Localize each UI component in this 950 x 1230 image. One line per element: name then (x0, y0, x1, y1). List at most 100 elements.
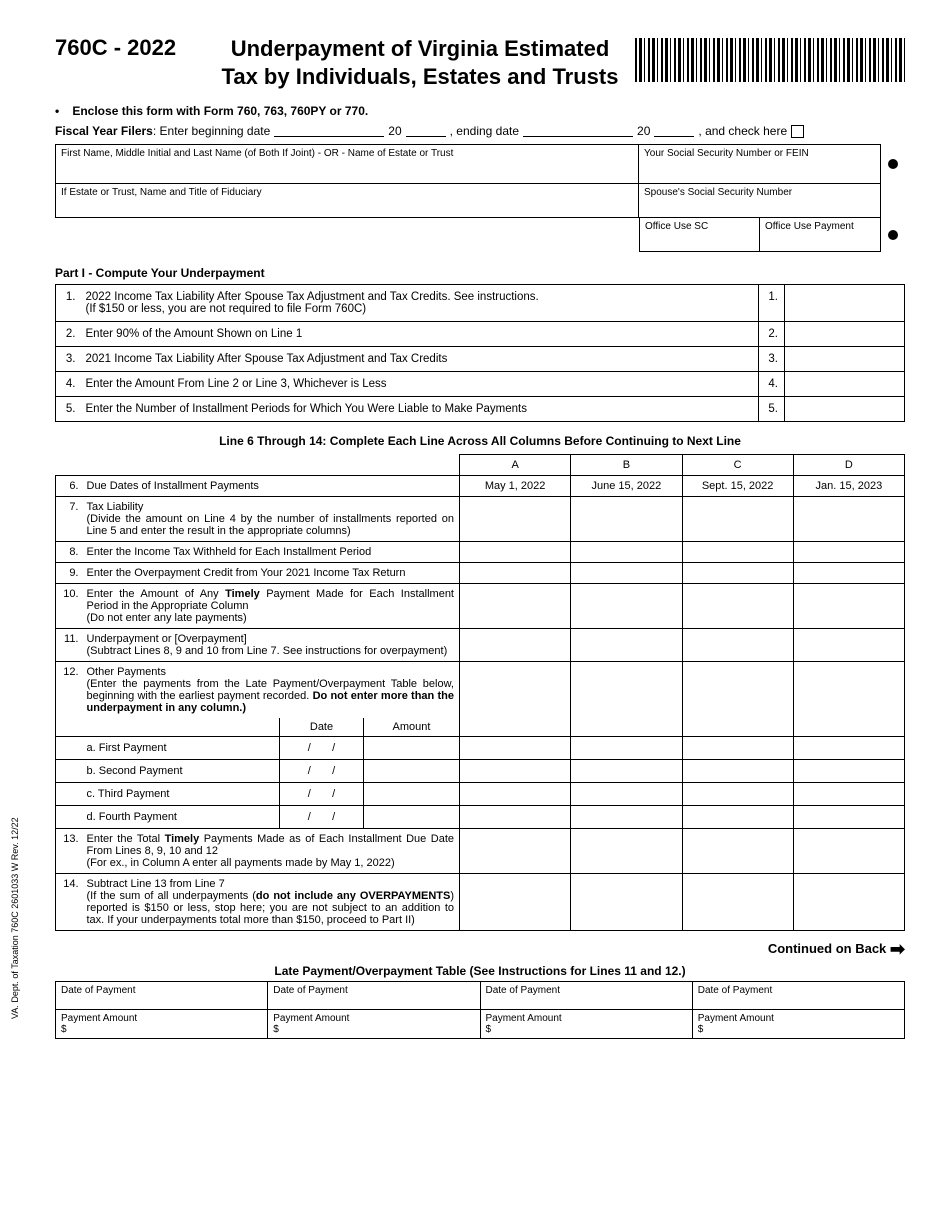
line-num: 11. (56, 629, 82, 662)
line-13-b[interactable] (571, 829, 682, 874)
line-12c-c[interactable] (682, 783, 793, 806)
line-8-c[interactable] (682, 542, 793, 563)
payment-a-date[interactable]: / / (280, 737, 364, 759)
line-10-a[interactable] (460, 584, 571, 629)
begin-date-input[interactable] (274, 125, 384, 137)
late-date-3[interactable]: Date of Payment (480, 982, 692, 1010)
fiscal-checkbox[interactable] (791, 125, 804, 138)
line-4-value[interactable] (785, 372, 905, 397)
line-5-value[interactable] (785, 397, 905, 422)
payment-a-amount[interactable] (364, 737, 460, 759)
line-9-b[interactable] (571, 563, 682, 584)
date-c: Sept. 15, 2022 (682, 476, 793, 497)
line-num: 3. (56, 347, 80, 372)
line-num: 8. (56, 542, 82, 563)
line-13-c[interactable] (682, 829, 793, 874)
line-14-a[interactable] (460, 874, 571, 931)
line-12a-c[interactable] (682, 737, 793, 760)
line-num: 9. (56, 563, 82, 584)
late-amount-2[interactable]: Payment Amount$ (268, 1010, 480, 1039)
late-amount-4[interactable]: Payment Amount$ (692, 1010, 904, 1039)
line-14-b[interactable] (571, 874, 682, 931)
line-12d-c[interactable] (682, 806, 793, 829)
line-12a-d[interactable] (793, 737, 904, 760)
line-9-c[interactable] (682, 563, 793, 584)
line-12a-b[interactable] (571, 737, 682, 760)
begin-year-input[interactable] (406, 125, 446, 137)
part1-table: 1. 2022 Income Tax Liability After Spous… (55, 284, 905, 422)
line-10-b[interactable] (571, 584, 682, 629)
payment-c-date[interactable]: / / (280, 783, 364, 805)
line-1: 1. 2022 Income Tax Liability After Spous… (56, 285, 905, 322)
line-12c: c. Third Payment / / (56, 783, 905, 806)
line-11-a[interactable] (460, 629, 571, 662)
grid-table: A B C D 6. Due Dates of Installment Paym… (55, 454, 905, 931)
line-12c-d[interactable] (793, 783, 904, 806)
line-num: 4. (56, 372, 80, 397)
line-12b-a[interactable] (460, 760, 571, 783)
end-year-input[interactable] (654, 125, 694, 137)
line-rnum: 4. (759, 372, 785, 397)
dot-marker-1 (881, 144, 905, 184)
payment-b-date[interactable]: / / (280, 760, 364, 782)
line-9-d[interactable] (793, 563, 904, 584)
late-date-4[interactable]: Date of Payment (692, 982, 904, 1010)
line-8-b[interactable] (571, 542, 682, 563)
line-7-b[interactable] (571, 497, 682, 542)
late-date-2[interactable]: Date of Payment (268, 982, 480, 1010)
line-3-value[interactable] (785, 347, 905, 372)
line-num: 5. (56, 397, 80, 422)
line-12b-c[interactable] (682, 760, 793, 783)
line-12a-a[interactable] (460, 737, 571, 760)
line-text: Enter the Overpayment Credit from Your 2… (82, 563, 460, 584)
line-12b-d[interactable] (793, 760, 904, 783)
name-field[interactable]: First Name, Middle Initial and Last Name… (55, 144, 639, 184)
fiscal-check-text: , and check here (698, 124, 787, 138)
line-11-d[interactable] (793, 629, 904, 662)
line-12d-d[interactable] (793, 806, 904, 829)
payment-d-date[interactable]: / / (280, 806, 364, 828)
line-9-a[interactable] (460, 563, 571, 584)
line-num: 2. (56, 322, 80, 347)
line-7-d[interactable] (793, 497, 904, 542)
line-7-a[interactable] (460, 497, 571, 542)
late-amount-3[interactable]: Payment Amount$ (480, 1010, 692, 1039)
line-10-d[interactable] (793, 584, 904, 629)
office-payment-field: Office Use Payment (760, 218, 881, 252)
line-11-b[interactable] (571, 629, 682, 662)
line-8-a[interactable] (460, 542, 571, 563)
line-10-c[interactable] (682, 584, 793, 629)
payment-c-amount[interactable] (364, 783, 460, 805)
line-13-d[interactable] (793, 829, 904, 874)
end-date-input[interactable] (523, 125, 633, 137)
late-date-1[interactable]: Date of Payment (56, 982, 268, 1010)
line-14-d[interactable] (793, 874, 904, 931)
line-14-c[interactable] (682, 874, 793, 931)
arrow-right-icon: ➡ (890, 939, 905, 959)
late-amount-1[interactable]: Payment Amount$ (56, 1010, 268, 1039)
line-12b-b[interactable] (571, 760, 682, 783)
ssn-field[interactable]: Your Social Security Number or FEIN (639, 144, 881, 184)
line-8: 8. Enter the Income Tax Withheld for Eac… (56, 542, 905, 563)
line-num: 1. (56, 285, 80, 322)
line-13-a[interactable] (460, 829, 571, 874)
identity-block: First Name, Middle Initial and Last Name… (55, 144, 905, 252)
line-1-value[interactable] (785, 285, 905, 322)
line-12d-b[interactable] (571, 806, 682, 829)
spouse-ssn-field[interactable]: Spouse's Social Security Number (639, 184, 881, 218)
line-2-value[interactable] (785, 322, 905, 347)
line-12c-b[interactable] (571, 783, 682, 806)
line-7-c[interactable] (682, 497, 793, 542)
line-12d-a[interactable] (460, 806, 571, 829)
payment-d-amount[interactable] (364, 806, 460, 828)
line-14: 14. Subtract Line 13 from Line 7 (If the… (56, 874, 905, 931)
fiduciary-field[interactable]: If Estate or Trust, Name and Title of Fi… (55, 184, 639, 218)
sub-amt-hdr: Amount (364, 718, 460, 736)
title-line2: Tax by Individuals, Estates and Trusts (222, 64, 619, 89)
line-8-d[interactable] (793, 542, 904, 563)
line-11-c[interactable] (682, 629, 793, 662)
payment-b-amount[interactable] (364, 760, 460, 782)
line-12c-a[interactable] (460, 783, 571, 806)
fiscal-20b: 20 (637, 124, 650, 138)
payment-d-label: d. Fourth Payment (82, 806, 280, 828)
